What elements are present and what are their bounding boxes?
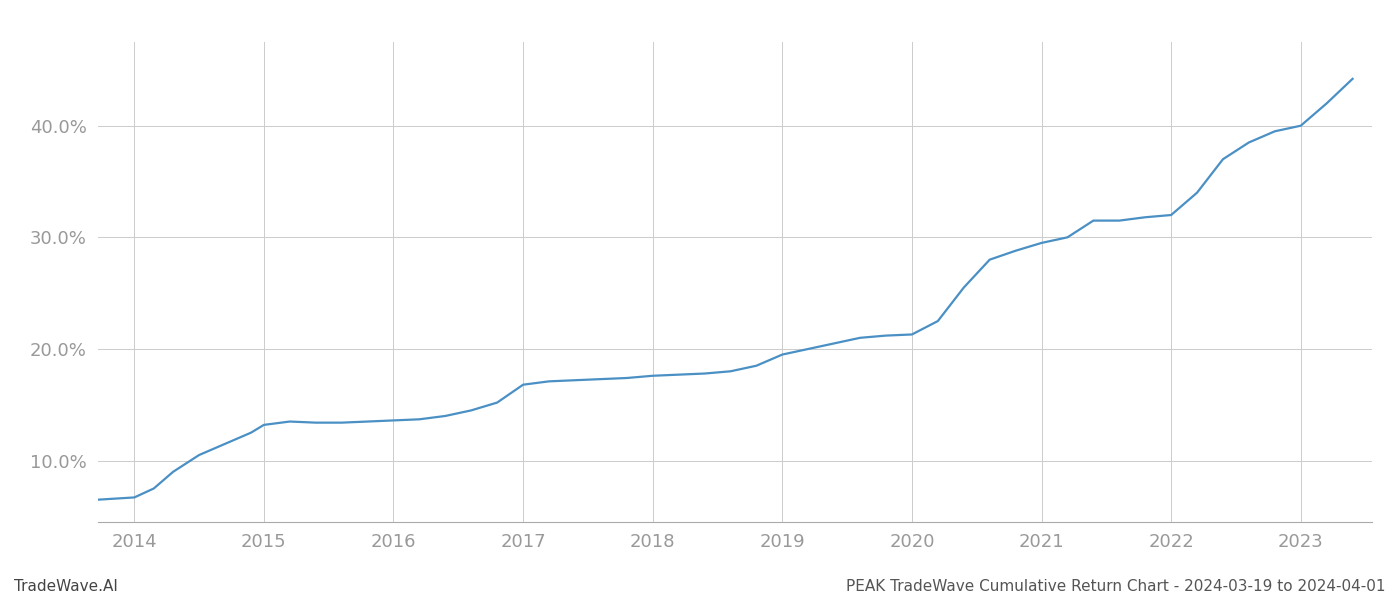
Text: TradeWave.AI: TradeWave.AI (14, 579, 118, 594)
Text: PEAK TradeWave Cumulative Return Chart - 2024-03-19 to 2024-04-01: PEAK TradeWave Cumulative Return Chart -… (847, 579, 1386, 594)
